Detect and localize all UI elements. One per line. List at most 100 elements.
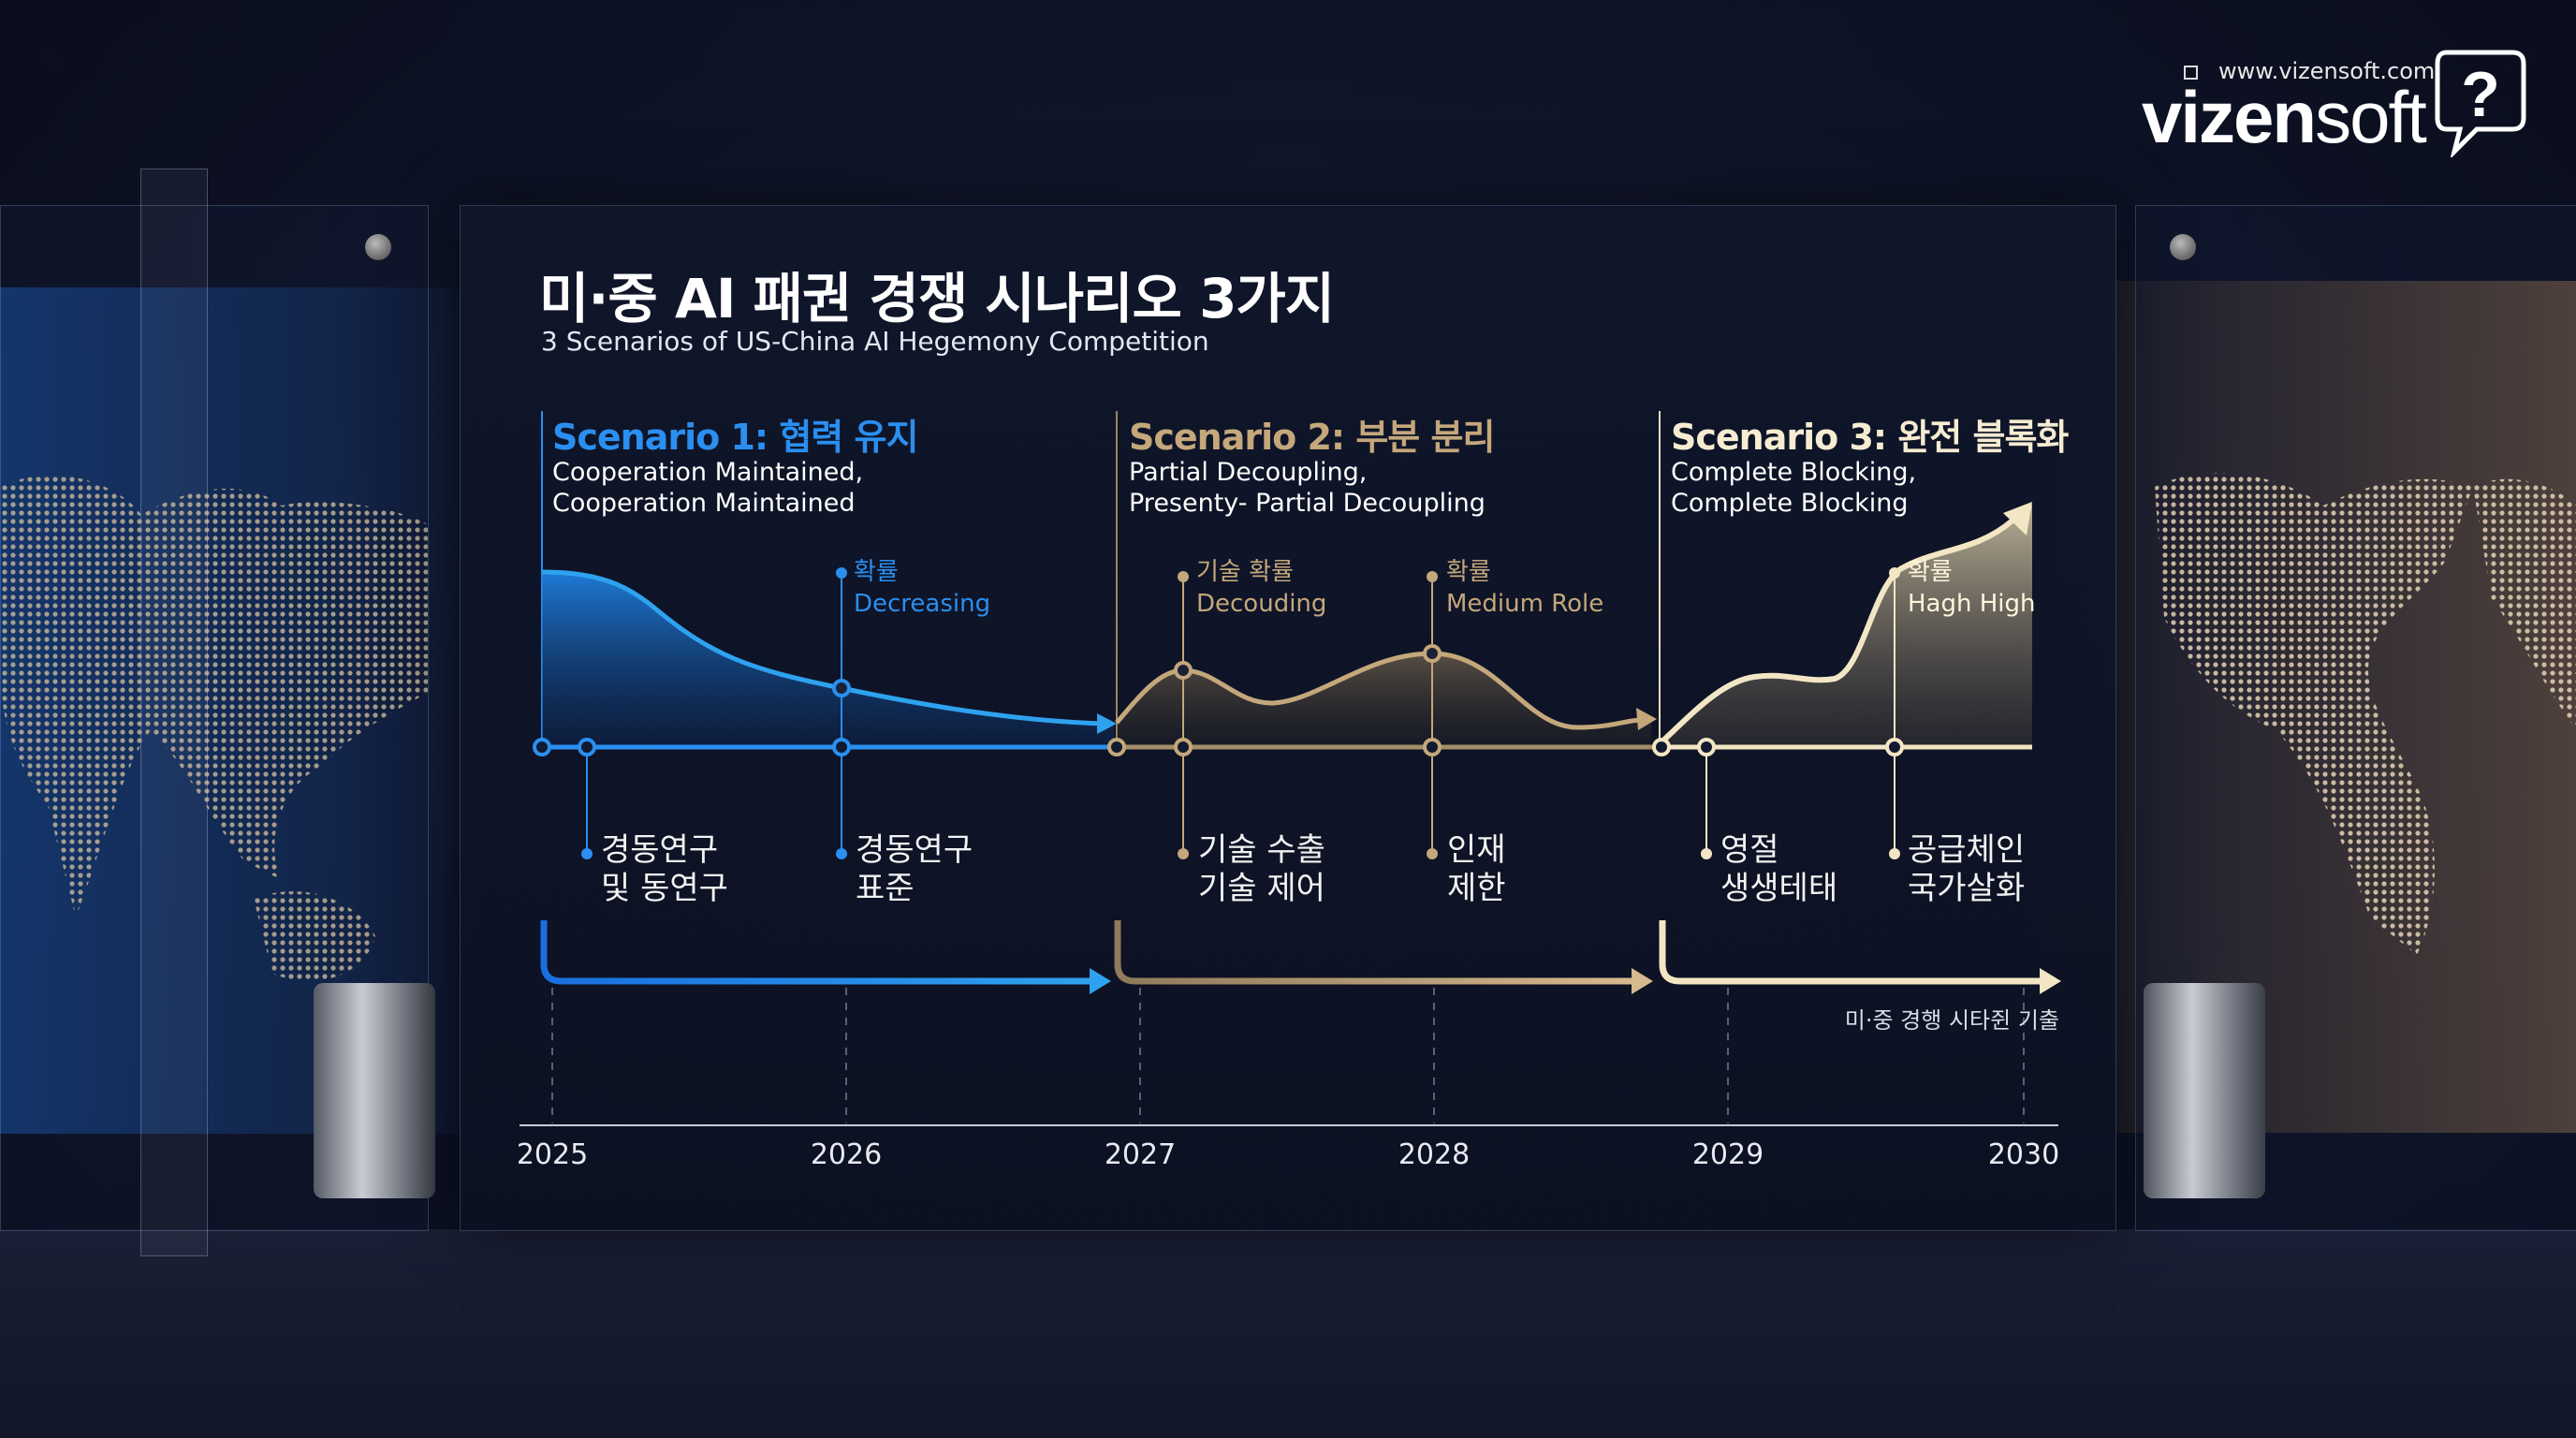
leader-dot: [836, 848, 847, 859]
year-label: 2030: [1987, 1138, 2060, 1171]
brand-light: soft: [2315, 76, 2427, 158]
event-line: 경동연구: [856, 831, 973, 869]
scenario2-probability-marker: 확률 Medium Role: [1446, 556, 1603, 620]
marker-label-en: Decouding: [1196, 590, 1327, 618]
marker-dot: [1178, 571, 1189, 582]
curve-node: [1174, 661, 1193, 680]
brand-logo: vizensoft: [2142, 75, 2427, 160]
scenario2-heading: Scenario 2: 부분 분리: [1129, 417, 1495, 458]
marker-label-en: Medium Role: [1446, 590, 1604, 618]
desc-line: Complete Blocking,: [1671, 458, 1917, 487]
support-post: [314, 983, 435, 1198]
scenario3-probability-marker: 확률 Hagh High: [1908, 556, 2036, 620]
scenario1-curve-arrowhead: [1097, 713, 1117, 734]
desc-line: Cooperation Maintained: [552, 489, 856, 518]
desc-line: Complete Blocking: [1671, 489, 1909, 518]
year-label: 2025: [516, 1138, 589, 1171]
axis-node: [832, 738, 851, 756]
event-line: 공급체인: [1908, 831, 2026, 869]
scenario1-area: [542, 572, 1114, 747]
floor: [0, 1229, 2576, 1438]
scenario1-curve: [541, 569, 1105, 726]
event-label: 인재 제한: [1447, 831, 1506, 908]
scenario1-probability-marker: 확률 Decreasing: [854, 556, 990, 620]
marker-label-ko: 확률: [854, 558, 899, 586]
scenario2-tech-probability-marker: 기술 확률 Decouding: [1196, 556, 1326, 620]
scenario2-bracket-arrowhead: [1632, 968, 1653, 994]
year-label: 2028: [1398, 1138, 1471, 1171]
svg-text:?: ?: [2461, 59, 2500, 130]
scenario2-area: [1117, 653, 1651, 747]
scenario2-description: Partial Decoupling, Presenty- Partial Dec…: [1129, 457, 1486, 519]
leader-dot: [1178, 848, 1189, 859]
event-line: 기술 제어: [1198, 870, 1325, 907]
event-line: 기술 수출: [1198, 831, 1325, 869]
bolt: [365, 234, 391, 260]
event-line: 및 동연구: [601, 870, 728, 907]
scenario2-bracket-arrow: [1114, 920, 1633, 985]
bolt: [2170, 234, 2196, 260]
scenario3-description: Complete Blocking, Complete Blocking: [1671, 457, 1916, 519]
website-url[interactable]: www.vizensoft.com: [2218, 58, 2436, 84]
scenario1-description: Cooperation Maintained, Cooperation Maint…: [552, 457, 863, 519]
event-line: 제한: [1447, 870, 1506, 907]
marker-dot: [836, 567, 847, 579]
leader-dot: [1427, 848, 1438, 859]
event-line: 경동연구: [601, 831, 719, 869]
marker-label-ko: 확률: [1908, 558, 1953, 586]
axis-node: [1174, 738, 1193, 756]
scenario1-bracket-arrow: [540, 920, 1090, 985]
world-map-right: [2155, 473, 2576, 955]
desc-line: Partial Decoupling,: [1129, 458, 1368, 487]
leader-dot: [1701, 848, 1712, 859]
desc-line: Presenty- Partial Decoupling: [1129, 489, 1486, 518]
glass-edge: [140, 169, 208, 1256]
marker-dot: [1889, 567, 1900, 579]
year-label: 2027: [1104, 1138, 1177, 1171]
event-line: 국가살화: [1908, 870, 2026, 907]
marker-label-en: Decreasing: [854, 590, 991, 618]
marker-label-en: Hagh High: [1908, 590, 2036, 618]
year-label: 2026: [810, 1138, 883, 1171]
event-line: 표준: [856, 870, 915, 907]
footnote: 미·중 경행 시타쥔 기출: [1844, 1007, 2059, 1034]
year-label: 2029: [1691, 1138, 1764, 1171]
axis-node: [1423, 738, 1442, 756]
event-label: 경동연구 및 동연구: [601, 831, 728, 908]
brand-bold: vizen: [2142, 76, 2317, 158]
event-line: 생생테태: [1720, 870, 1838, 907]
axis-node: [1697, 738, 1716, 756]
scenario3-curve-arrowhead: [2003, 502, 2032, 536]
curve-node: [1423, 644, 1442, 663]
leader-dot: [581, 848, 593, 859]
event-line: 인재: [1447, 831, 1506, 869]
scenario3-bracket-arrowhead: [2040, 968, 2061, 994]
axis-node: [578, 738, 596, 756]
scenario3-bracket-arrow: [1659, 920, 2041, 985]
scenario1-heading: Scenario 1: 협력 유지: [552, 417, 918, 458]
marker-dot: [1427, 571, 1438, 582]
event-label: 기술 수출 기술 제어: [1198, 831, 1325, 908]
page-subtitle: 3 Scenarios of US-China AI Hegemony Comp…: [541, 326, 1209, 357]
leader-dot: [1889, 848, 1900, 859]
event-line: 영절: [1720, 831, 1779, 869]
scenario1-bracket-arrowhead: [1090, 968, 1111, 994]
scenario3-area: [1664, 505, 2032, 747]
scenario3-curve: [1661, 518, 2014, 742]
scenario3-heading: Scenario 3: 완전 블록화: [1671, 417, 2069, 458]
url-checkbox-icon: [2184, 66, 2198, 80]
axis-node: [1885, 738, 1904, 756]
scenario2-curve-arrowhead: [1636, 708, 1657, 730]
axis-node: [533, 738, 551, 756]
page-title: 미·중 AI 패권 경쟁 시나리오 3가지: [539, 267, 1335, 330]
curve-node: [832, 679, 851, 697]
axis-node: [1652, 738, 1671, 756]
support-post: [2144, 983, 2265, 1198]
world-map-left: [1, 475, 428, 981]
desc-line: Cooperation Maintained,: [552, 458, 864, 487]
event-label: 영절 생생테태: [1720, 831, 1837, 908]
marker-label-ko: 기술 확률: [1196, 558, 1294, 586]
question-speech-bubble-icon: ?: [2435, 50, 2526, 157]
axis-node: [1107, 738, 1126, 756]
